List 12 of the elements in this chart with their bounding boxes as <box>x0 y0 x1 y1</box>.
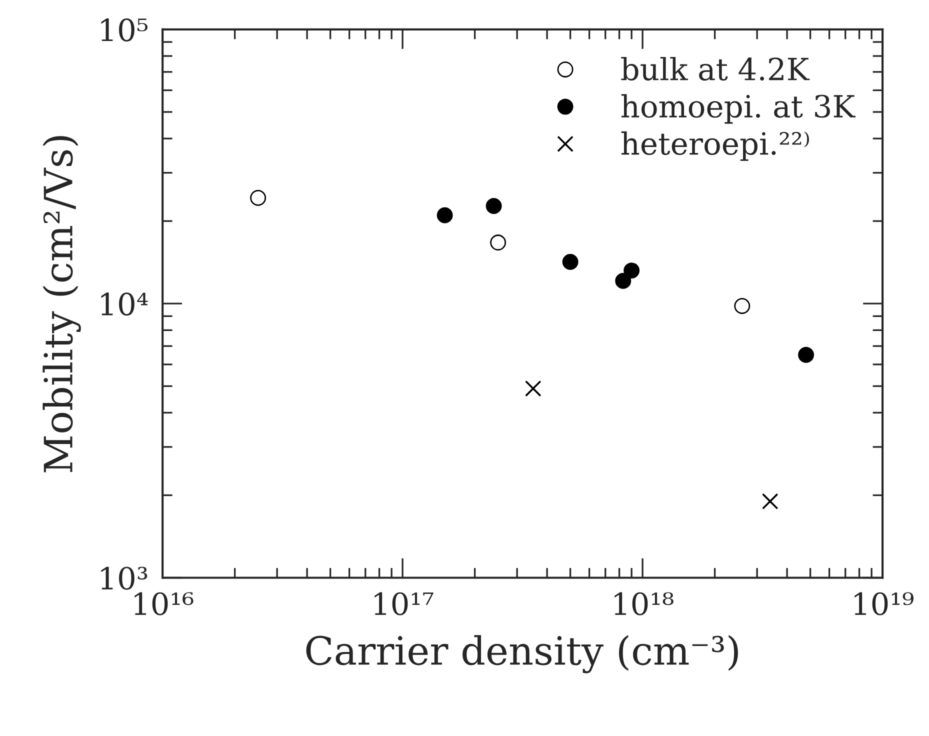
legend-label: heteroepi.²²⁾ <box>621 131 810 161</box>
x-axis-title: Carrier density (cm⁻³) <box>306 635 738 674</box>
y-tick-label: 10³ <box>101 566 148 590</box>
legend-label: bulk at 4.2K <box>621 56 810 81</box>
y-tick-label: 10⁴ <box>101 292 148 316</box>
y-axis-title: Mobility (cm²/Vs) <box>42 136 81 472</box>
x-tick-label: 10¹⁶ <box>134 592 194 616</box>
y-tick-label: 10⁵ <box>101 18 148 42</box>
x-tick-label: 10¹⁹ <box>854 592 914 616</box>
legend-label: homoepi. at 3K <box>621 94 856 124</box>
x-tick-label: 10¹⁷ <box>374 592 434 616</box>
x-tick-label: 10¹⁸ <box>614 592 674 616</box>
